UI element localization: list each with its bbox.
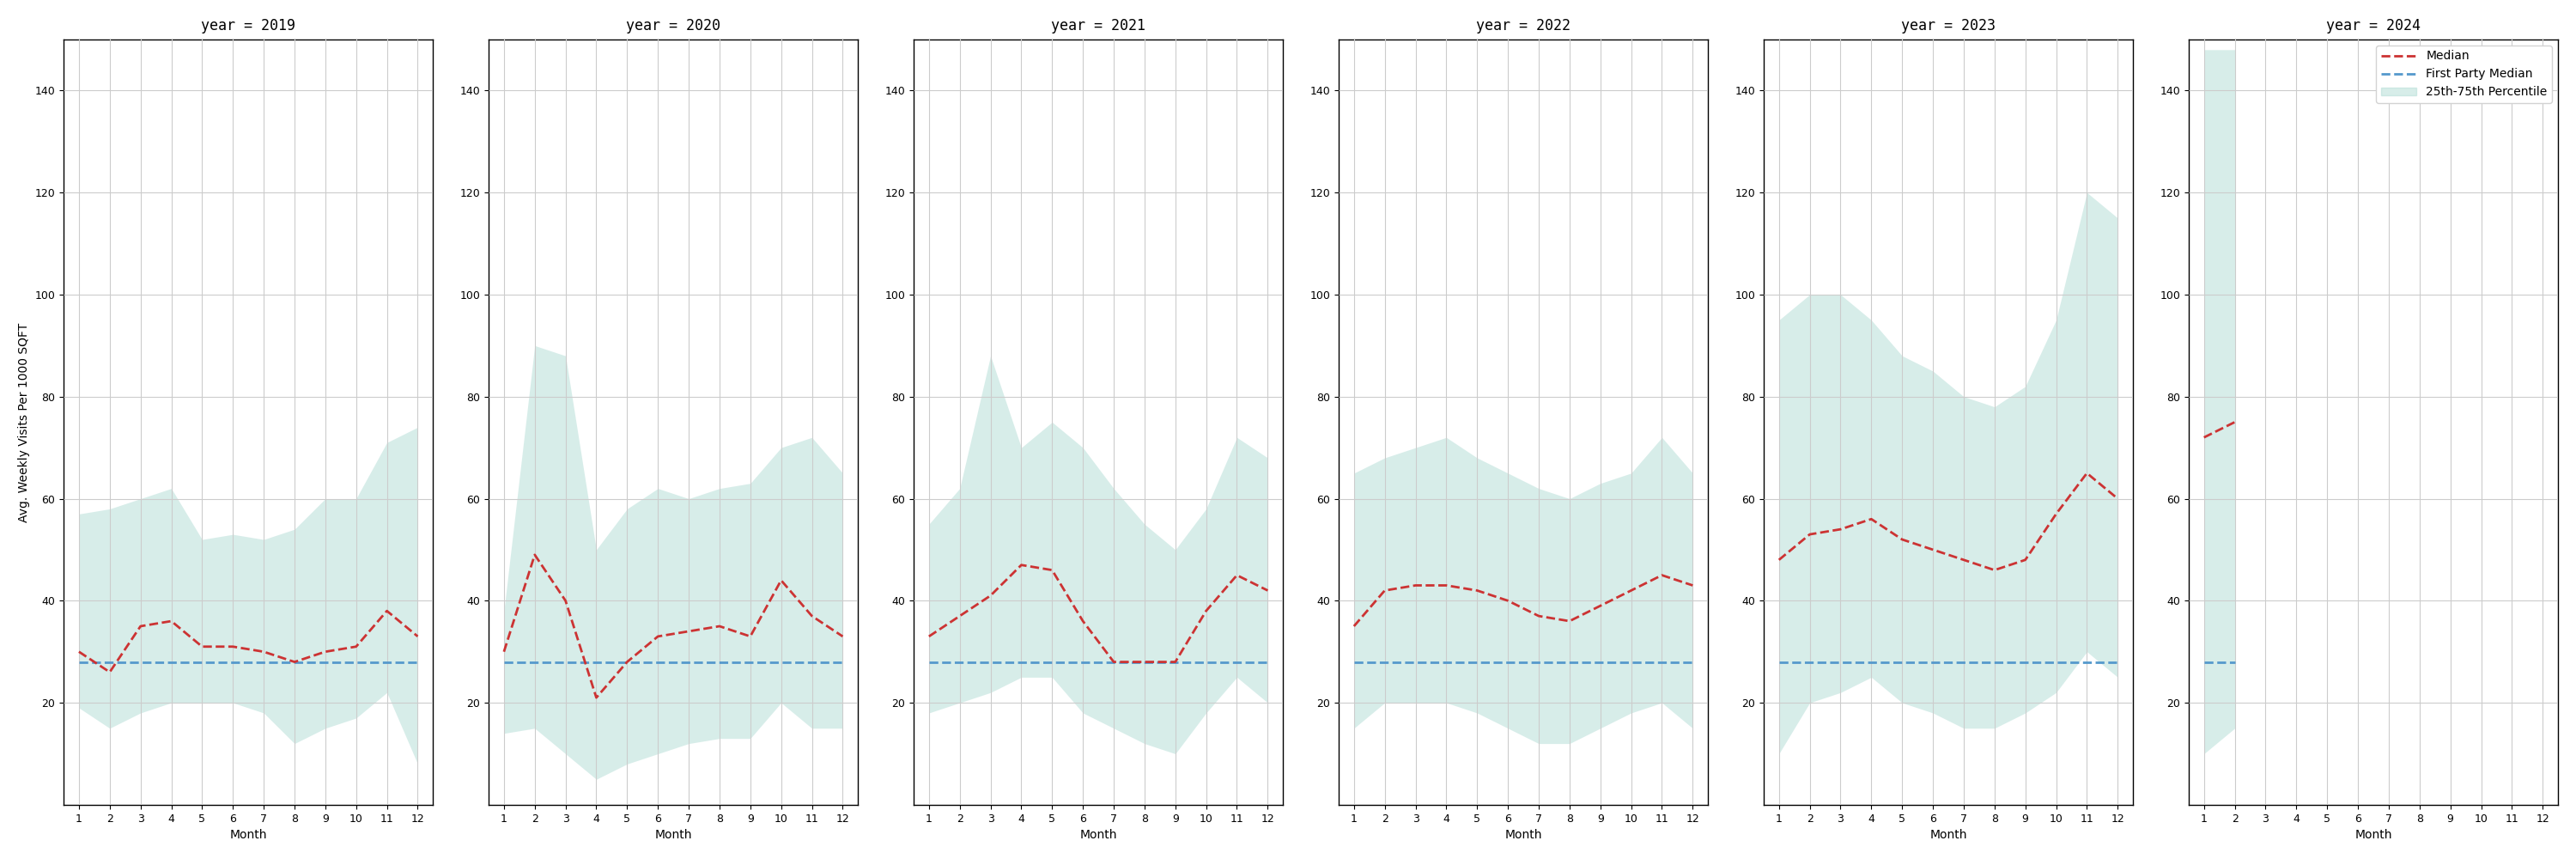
Y-axis label: Avg. Weekly Visits Per 1000 SQFT: Avg. Weekly Visits Per 1000 SQFT	[18, 322, 31, 522]
Title: year = 2022: year = 2022	[1476, 18, 1571, 34]
X-axis label: Month: Month	[1929, 829, 1968, 841]
X-axis label: Month: Month	[229, 829, 268, 841]
X-axis label: Month: Month	[1504, 829, 1543, 841]
Title: year = 2024: year = 2024	[2326, 18, 2421, 34]
Title: year = 2020: year = 2020	[626, 18, 721, 34]
Legend: Median, First Party Median, 25th-75th Percentile: Median, First Party Median, 25th-75th Pe…	[2375, 46, 2553, 103]
X-axis label: Month: Month	[1079, 829, 1118, 841]
Title: year = 2021: year = 2021	[1051, 18, 1146, 34]
X-axis label: Month: Month	[2354, 829, 2393, 841]
Title: year = 2019: year = 2019	[201, 18, 296, 34]
Title: year = 2023: year = 2023	[1901, 18, 1996, 34]
X-axis label: Month: Month	[654, 829, 693, 841]
